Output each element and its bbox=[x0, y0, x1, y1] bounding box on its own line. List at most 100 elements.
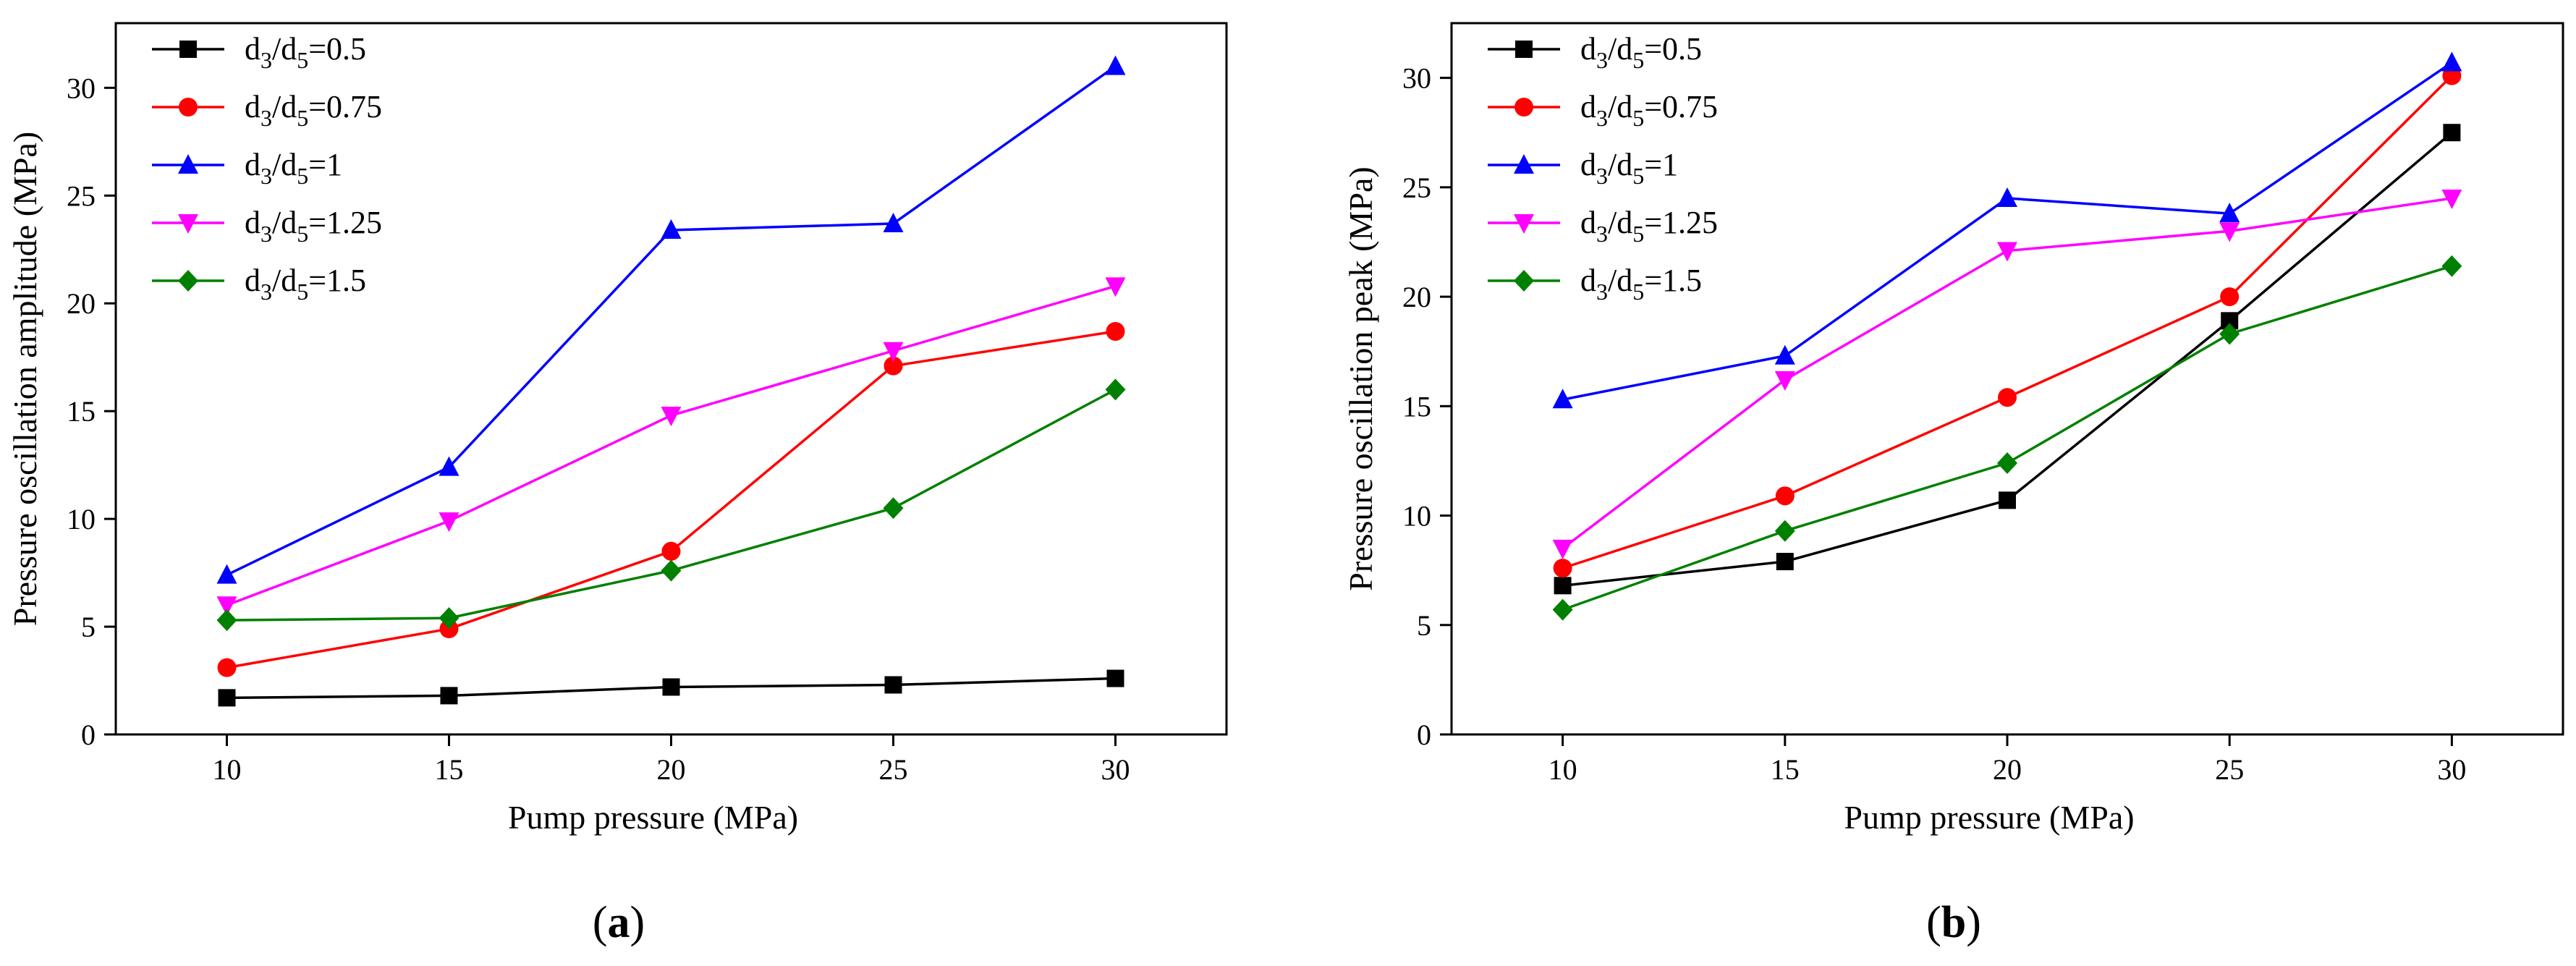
y-tick-label: 30 bbox=[1402, 62, 1431, 95]
data-point bbox=[2441, 255, 2462, 277]
legend-sub: 3 bbox=[260, 163, 272, 189]
legend-label: d3/d5=0.5 bbox=[245, 31, 366, 73]
legend-slash: /d bbox=[1608, 205, 1632, 240]
legend-label: d3/d5=1 bbox=[1580, 147, 1678, 189]
data-point bbox=[1105, 277, 1126, 297]
panel-label-paren: ) bbox=[630, 898, 645, 947]
legend-value: =0.75 bbox=[1644, 89, 1718, 124]
data-point bbox=[661, 219, 682, 239]
legend-d: d bbox=[245, 31, 260, 67]
legend-d: d bbox=[245, 147, 260, 182]
data-point bbox=[883, 213, 904, 233]
data-point bbox=[661, 541, 681, 561]
data-point bbox=[216, 596, 237, 617]
legend-marker bbox=[1514, 98, 1533, 116]
y-tick-label: 25 bbox=[1402, 171, 1431, 204]
series-1.5 bbox=[216, 378, 1126, 632]
y-tick-label: 30 bbox=[67, 72, 96, 104]
legend-item: d3/d5=0.75 bbox=[152, 89, 382, 131]
legend-value: =1.5 bbox=[308, 263, 366, 298]
legend-d: d bbox=[1580, 205, 1596, 240]
series-1 bbox=[216, 55, 1126, 584]
legend-item: d3/d5=0.5 bbox=[152, 31, 366, 73]
data-point bbox=[1774, 520, 1795, 542]
data-point bbox=[661, 407, 682, 427]
data-point bbox=[1997, 452, 2017, 474]
legend-sub: 5 bbox=[297, 47, 308, 73]
panel-label: (b) bbox=[1926, 898, 1981, 947]
panel-label-letter: b bbox=[1941, 898, 1966, 947]
legend-d: d bbox=[1580, 31, 1596, 67]
y-tick-label: 0 bbox=[1417, 719, 1431, 751]
series-line bbox=[1562, 265, 2452, 611]
data-point bbox=[2219, 222, 2240, 242]
legend: d3/d5=0.5d3/d5=0.75d3/d5=1d3/d5=1.25d3/d… bbox=[1488, 31, 1718, 305]
legend-slash: /d bbox=[272, 89, 297, 124]
series-1.25 bbox=[216, 277, 1126, 617]
legend-marker bbox=[178, 154, 198, 174]
data-point bbox=[216, 564, 237, 584]
x-tick-label: 15 bbox=[435, 753, 464, 786]
x-axis-label: Pump pressure (MPa) bbox=[508, 799, 798, 836]
data-point bbox=[217, 658, 237, 677]
legend-sub: 5 bbox=[1632, 47, 1644, 73]
series-line bbox=[226, 330, 1116, 669]
data-point bbox=[1997, 187, 2017, 207]
legend-slash: /d bbox=[1608, 89, 1632, 124]
data-point bbox=[438, 512, 459, 533]
data-point bbox=[2220, 287, 2240, 307]
data-point bbox=[1774, 371, 1795, 391]
data-point bbox=[1105, 55, 1126, 75]
x-axis-label: Pump pressure (MPa) bbox=[1844, 799, 2134, 836]
data-point bbox=[2443, 124, 2461, 142]
legend-sub: 5 bbox=[297, 221, 308, 247]
legend-slash: /d bbox=[272, 205, 297, 240]
panel-label-letter: a bbox=[608, 898, 630, 947]
data-point bbox=[1776, 553, 1794, 571]
legend-value: =1.5 bbox=[1644, 263, 1702, 298]
legend-label: d3/d5=1.25 bbox=[245, 205, 382, 247]
legend-sub: 5 bbox=[297, 105, 308, 131]
series-1.25 bbox=[1552, 189, 2462, 559]
x-tick-label: 10 bbox=[213, 753, 242, 786]
legend-value: =0.5 bbox=[1644, 31, 1702, 67]
legend-item: d3/d5=1.5 bbox=[152, 263, 366, 305]
legend-d: d bbox=[1580, 263, 1596, 298]
data-point bbox=[438, 456, 459, 476]
legend-value: =1 bbox=[308, 147, 342, 182]
x-tick-label: 20 bbox=[1993, 753, 2022, 786]
legend-sub: 3 bbox=[260, 105, 272, 131]
series-0.5 bbox=[218, 669, 1124, 707]
legend-d: d bbox=[245, 205, 260, 240]
x-tick-label: 30 bbox=[1101, 753, 1130, 786]
chart-panel-b: 10 15 20 25 30 0 5 10 15 20 25 30 Pump pressure (MPa… bbox=[1342, 22, 2564, 947]
legend-marker bbox=[1514, 214, 1534, 234]
legend-marker bbox=[179, 98, 198, 116]
series-1 bbox=[1552, 51, 2462, 409]
legend-label: d3/d5=0.75 bbox=[245, 89, 382, 131]
legend-slash: /d bbox=[1608, 31, 1632, 67]
legend-label: d3/d5=1 bbox=[245, 147, 342, 189]
legend-marker bbox=[1514, 270, 1534, 292]
legend-sub: 5 bbox=[1632, 163, 1644, 189]
data-point bbox=[438, 607, 459, 630]
series-line bbox=[226, 65, 1117, 577]
legend-d: d bbox=[1580, 89, 1596, 124]
y-tick-label: 10 bbox=[67, 503, 96, 535]
legend-label: d3/d5=1.25 bbox=[1580, 205, 1718, 247]
data-point bbox=[883, 342, 904, 362]
legend-item: d3/d5=0.75 bbox=[1488, 89, 1718, 131]
legend-label: d3/d5=1.5 bbox=[245, 263, 366, 305]
legend-value: =0.5 bbox=[308, 31, 366, 67]
legend-value: =1.25 bbox=[308, 205, 382, 240]
legend-sub: 5 bbox=[297, 279, 308, 305]
y-tick-label: 5 bbox=[1417, 609, 1431, 642]
legend-label: d3/d5=0.5 bbox=[1580, 31, 1702, 73]
x-tick-label: 20 bbox=[657, 753, 686, 786]
data-point bbox=[1552, 389, 1573, 409]
x-tick-label: 25 bbox=[879, 753, 908, 786]
legend-sub: 3 bbox=[260, 221, 272, 247]
legend-label: d3/d5=0.75 bbox=[1580, 89, 1718, 131]
legend-item: d3/d5=1 bbox=[152, 147, 342, 189]
panel-label-paren: ) bbox=[1966, 898, 1981, 947]
